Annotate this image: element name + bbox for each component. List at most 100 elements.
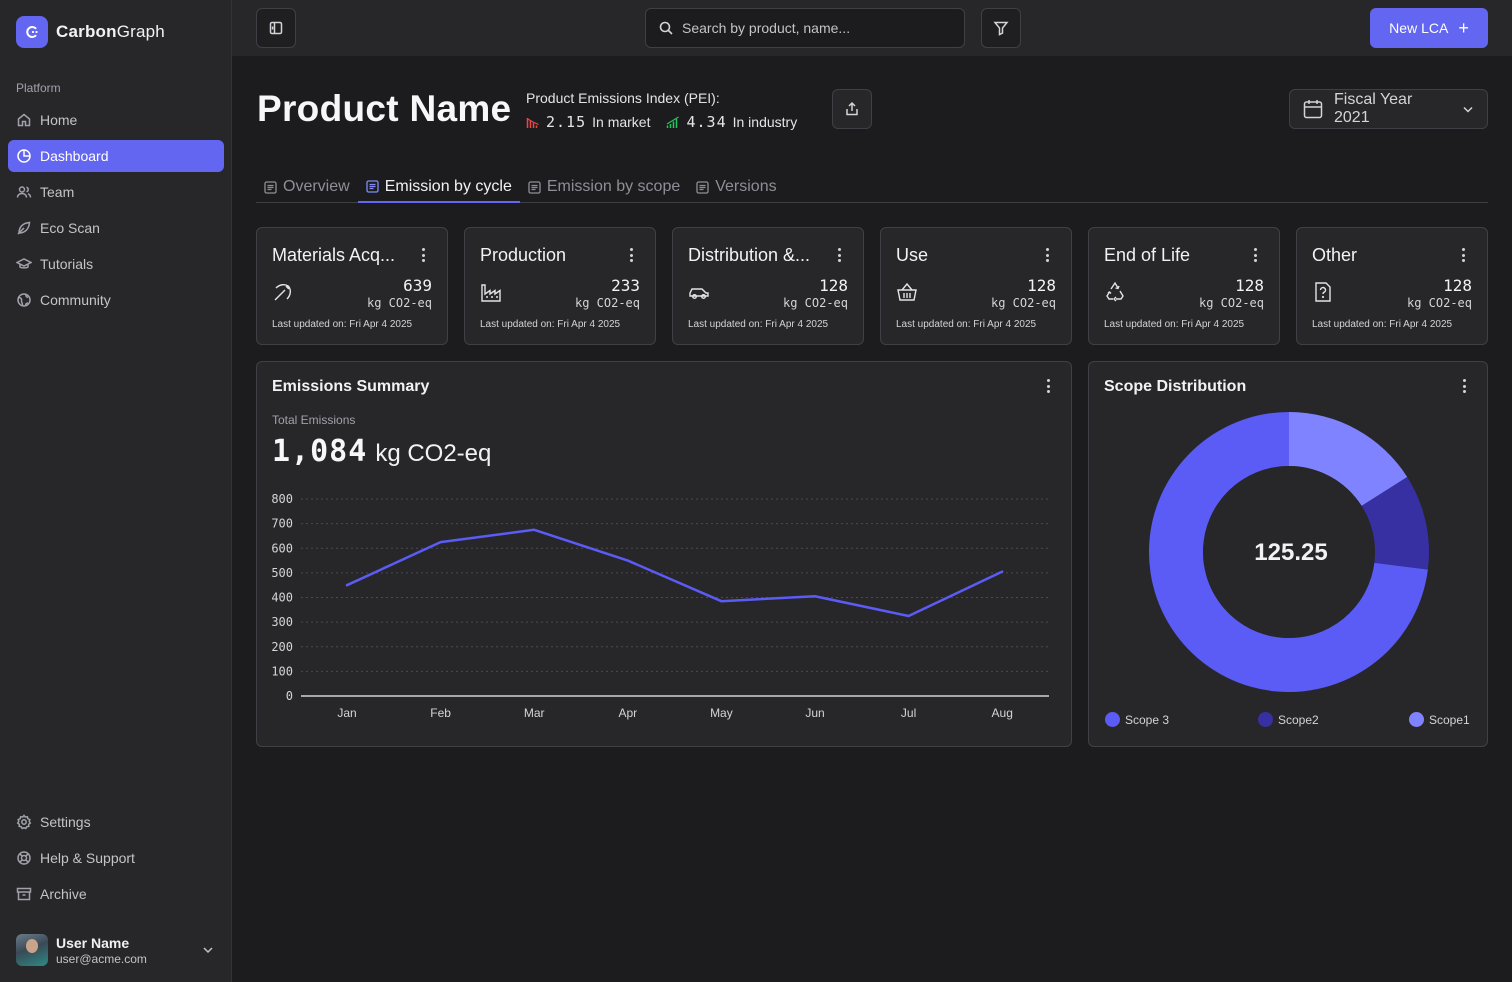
x-tick-label: Aug <box>992 706 1013 720</box>
card-updated: Last updated on: Fri Apr 4 2025 <box>896 319 1037 330</box>
cycle-card-other[interactable]: Other 128 kg CO2-eq Last updated on: Fri… <box>1296 227 1488 345</box>
donut-hole <box>1203 466 1375 638</box>
sidebar: CarbonGraph Platform Home Dashboard Team… <box>0 0 232 982</box>
emissions-summary-panel: 0 100 200 300 400 500 600 700 800 Jan Feb Mar Apr May… <box>256 361 1072 747</box>
share-button[interactable] <box>832 89 872 129</box>
pie-slice-scope-3 <box>1149 412 1428 692</box>
chevron-down-icon[interactable] <box>200 942 216 958</box>
document-icon <box>696 180 709 194</box>
x-tick-label: Mar <box>524 706 545 720</box>
search-input[interactable] <box>682 20 942 36</box>
card-title: Use <box>896 245 929 265</box>
sidebar-item-archive[interactable]: Archive <box>8 878 224 910</box>
chevron-down-icon <box>1463 106 1473 113</box>
pie-slice-scope2 <box>1361 476 1429 570</box>
fiscal-year-select[interactable]: Fiscal Year 2021 <box>1289 89 1488 129</box>
sidebar-item-label: Help & Support <box>40 850 135 866</box>
y-tick-label: 200 <box>271 640 293 654</box>
sidebar-item-label: Tutorials <box>40 256 94 272</box>
calendar-icon <box>1303 100 1323 119</box>
tab-emission-by-scope[interactable]: Emission by scope <box>520 172 688 202</box>
tab-label: Emission by cycle <box>384 177 512 195</box>
sidebar-item-label: Archive <box>40 886 87 902</box>
legend-item-scope1[interactable]: Scope1 <box>1409 712 1470 727</box>
more-options-icon[interactable] <box>1461 248 1465 262</box>
user-menu[interactable]: User Name user@acme.com <box>16 934 220 966</box>
tab-label: Emission by scope <box>546 178 681 195</box>
scope-donut-chart: 125.25 <box>1149 412 1429 692</box>
brand[interactable]: CarbonGraph <box>16 16 165 48</box>
sidebar-item-eco-scan[interactable]: Eco Scan <box>8 212 224 244</box>
home-icon <box>17 113 31 127</box>
cycle-card-end-of-life[interactable]: End of Life 128 kg CO2-eq Last updated o… <box>1088 227 1280 345</box>
recycle-icon <box>1104 281 1126 303</box>
card-title: End of Life <box>1104 245 1191 265</box>
card-value: 128 <box>819 276 848 295</box>
sidebar-item-community[interactable]: Community <box>8 284 224 316</box>
tab-overview[interactable]: Overview <box>256 172 358 202</box>
cycle-card-materials[interactable]: Materials Acq... 639 kg CO2-eq Last upda… <box>256 227 448 345</box>
more-options-icon[interactable] <box>421 248 425 262</box>
y-tick-label: 100 <box>271 664 293 678</box>
x-tick-label: May <box>710 706 733 720</box>
x-tick-label: Apr <box>618 706 637 720</box>
more-options-icon[interactable] <box>1046 379 1050 393</box>
card-title: Distribution &... <box>688 245 811 265</box>
sidebar-item-settings[interactable]: Settings <box>8 806 224 838</box>
toggle-sidebar-button[interactable] <box>256 8 296 48</box>
more-options-icon[interactable] <box>629 248 633 262</box>
plus-icon: + <box>1458 18 1469 38</box>
tab-bar: Overview Emission by cycle Emission by s… <box>256 172 1488 203</box>
card-value: 128 <box>1027 276 1056 295</box>
pei-block: Product Emissions Index (PEI): 2.15 In m… <box>526 90 797 131</box>
cycle-card-production[interactable]: Production 233 kg CO2-eq Last updated on… <box>464 227 656 345</box>
share-icon <box>846 101 858 116</box>
card-updated: Last updated on: Fri Apr 4 2025 <box>1104 319 1245 330</box>
y-tick-label: 0 <box>286 689 293 703</box>
card-unit: kg CO2-eq <box>1198 296 1264 310</box>
sidebar-toggle-icon <box>269 21 283 35</box>
graduation-cap-icon <box>16 258 32 269</box>
legend-item-scope2[interactable]: Scope2 <box>1258 712 1319 727</box>
sidebar-item-label: Dashboard <box>40 148 109 164</box>
filter-button[interactable] <box>981 8 1021 48</box>
more-options-icon[interactable] <box>837 248 841 262</box>
tab-versions[interactable]: Versions <box>688 172 784 202</box>
card-title: Other <box>1312 245 1358 265</box>
card-updated: Last updated on: Fri Apr 4 2025 <box>480 319 621 330</box>
users-icon <box>16 186 32 198</box>
section-label-platform: Platform <box>16 81 61 95</box>
sidebar-item-help-support[interactable]: Help & Support <box>8 842 224 874</box>
sidebar-item-home[interactable]: Home <box>8 104 224 136</box>
sidebar-item-dashboard[interactable]: Dashboard <box>8 140 224 172</box>
more-options-icon[interactable] <box>1462 379 1466 393</box>
legend-item-scope-3[interactable]: Scope 3 <box>1105 712 1169 727</box>
legend-swatch <box>1105 712 1120 727</box>
legend-label: Scope 3 <box>1125 712 1170 727</box>
more-options-icon[interactable] <box>1253 248 1257 262</box>
factory-icon <box>480 281 502 303</box>
cycle-card-use[interactable]: Use 128 kg CO2-eq Last updated on: Fri A… <box>880 227 1072 345</box>
sidebar-item-team[interactable]: Team <box>8 176 224 208</box>
pei-market-label: In market <box>592 114 651 130</box>
cycle-card-distribution[interactable]: Distribution &... 128 kg CO2-eq Last upd… <box>672 227 864 345</box>
new-lca-button[interactable]: New LCA + <box>1370 8 1488 48</box>
avatar <box>16 934 48 966</box>
scope-distribution-panel: Scope Distribution 125.25 Scope 3 Scope2… <box>1088 361 1488 747</box>
pei-industry-value: 4.34 <box>686 113 727 131</box>
more-options-icon[interactable] <box>1045 248 1049 262</box>
legend-swatch <box>1409 712 1424 727</box>
search-box[interactable] <box>645 8 965 48</box>
legend-swatch <box>1258 712 1273 727</box>
x-tick-label: Jun <box>805 706 824 720</box>
card-title: Materials Acq... <box>272 245 396 265</box>
search-icon <box>659 21 673 35</box>
card-updated: Last updated on: Fri Apr 4 2025 <box>688 319 829 330</box>
tab-emission-by-cycle[interactable]: Emission by cycle <box>357 172 520 203</box>
carbongraph-logo-icon <box>16 16 48 48</box>
sidebar-bottom-nav: Settings Help & Support Archive <box>8 806 224 914</box>
y-tick-label: 600 <box>271 541 293 555</box>
sidebar-item-tutorials[interactable]: Tutorials <box>8 248 224 280</box>
pickaxe-icon <box>272 281 294 303</box>
tab-label: Overview <box>283 178 350 195</box>
